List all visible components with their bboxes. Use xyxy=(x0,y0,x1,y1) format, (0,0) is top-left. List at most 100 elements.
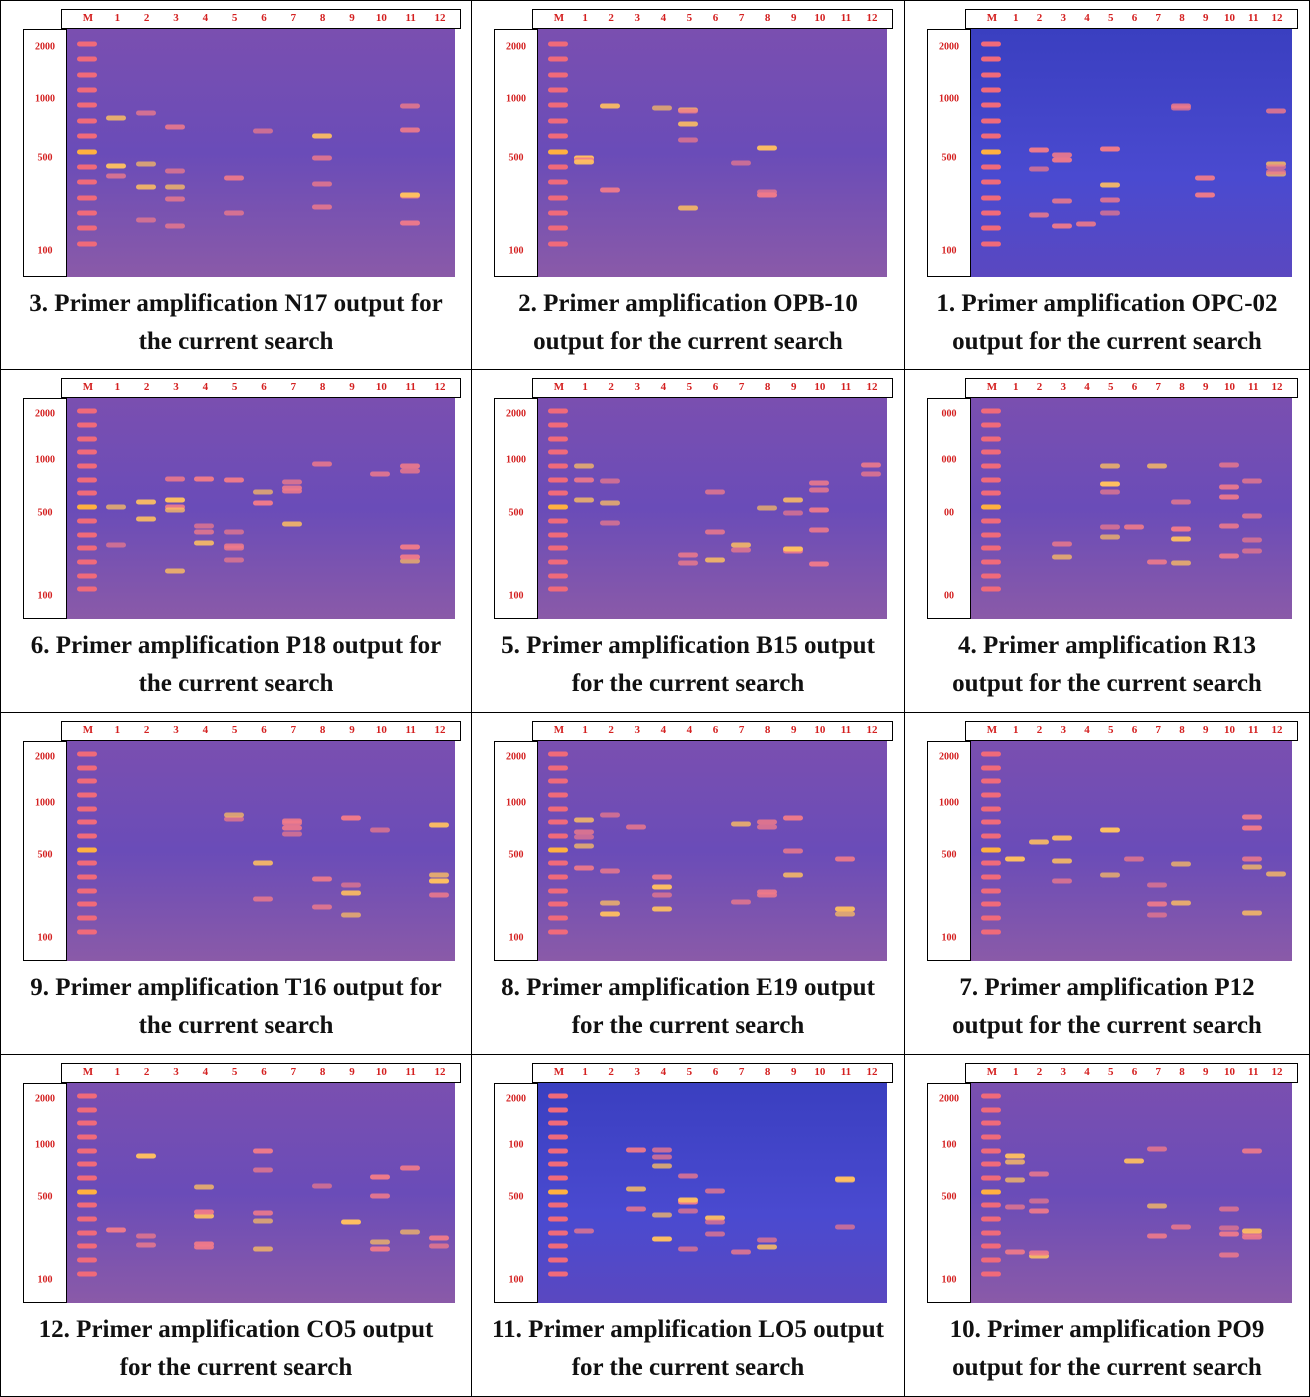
ladder-band xyxy=(548,1107,568,1113)
lane-label: M xyxy=(986,1066,998,1078)
sample-band xyxy=(574,497,595,503)
panel-caption: 3. Primer amplification N17 output for t… xyxy=(29,290,443,355)
ladder-band xyxy=(548,118,568,124)
sample-band xyxy=(861,462,881,468)
lane-label: 4 xyxy=(660,724,667,736)
sample-band xyxy=(574,843,595,849)
sample-band xyxy=(756,889,777,895)
sample-band xyxy=(194,1184,215,1190)
marker-label: 100 xyxy=(508,590,524,602)
lane-label: 1 xyxy=(582,724,588,736)
marker-label: 500 xyxy=(941,849,957,861)
ladder-band xyxy=(981,778,1001,784)
lane-label: 12 xyxy=(434,381,446,393)
ladder-band xyxy=(548,408,568,414)
lane-label: 1 xyxy=(114,381,121,393)
ladder-band xyxy=(981,532,1001,538)
ladder-band xyxy=(548,806,568,812)
sample-band xyxy=(1218,1252,1239,1258)
sample-band xyxy=(756,145,777,151)
sample-band xyxy=(1099,481,1120,487)
lane-label: 10 xyxy=(814,1066,826,1078)
marker-label: 100 xyxy=(508,932,524,944)
lane-label: 9 xyxy=(349,381,355,393)
panel-caption: 11. Primer amplification LO5 output for … xyxy=(492,1316,884,1381)
sample-band xyxy=(223,812,244,818)
lane-label: 3 xyxy=(1060,1066,1067,1078)
sample-band xyxy=(678,560,699,566)
lane-label: 11 xyxy=(405,12,416,24)
lane-label: 10 xyxy=(375,724,387,736)
ladder-band xyxy=(77,102,97,108)
lane-label-strip: M 1 2 3 4 5 6 7 8 9 10 11 12 xyxy=(965,721,1298,741)
lane-label: 12 xyxy=(866,1066,878,1078)
sample-band xyxy=(1099,197,1120,203)
lane-label: 2 xyxy=(608,12,614,24)
sample-band xyxy=(106,1227,127,1233)
sample-band xyxy=(1171,900,1191,906)
sample-band xyxy=(1218,1206,1239,1212)
lane-label: 3 xyxy=(1060,724,1067,736)
lane-label: 3 xyxy=(173,381,179,393)
lane-label: 5 xyxy=(231,1066,238,1078)
lane-label: 2 xyxy=(608,724,614,736)
ladder-band xyxy=(548,1257,568,1263)
gel-image xyxy=(971,29,1292,277)
lane-label: 3 xyxy=(173,724,179,736)
lane-label: 7 xyxy=(290,12,297,24)
sample-band xyxy=(1052,152,1073,158)
lane-label: 2 xyxy=(1036,724,1043,736)
lane-label-strip: M 1 2 3 4 5 6 7 8 9 10 11 12 xyxy=(61,9,461,29)
sample-band xyxy=(370,1174,391,1180)
lane-label: 7 xyxy=(738,381,745,393)
sample-band xyxy=(253,1148,273,1154)
ladder-band xyxy=(77,422,97,428)
marker-label-box: 2000 1000 500 100 xyxy=(494,398,538,619)
sample-band xyxy=(1028,839,1049,845)
gel-image xyxy=(67,29,455,277)
ladder-band xyxy=(981,929,1001,935)
lane-label: 11 xyxy=(840,12,852,24)
lane-label: 6 xyxy=(261,1066,267,1078)
lane-label: 9 xyxy=(1203,381,1209,393)
sample-band xyxy=(652,874,673,880)
sample-band xyxy=(1052,223,1073,229)
ladder-band xyxy=(77,41,97,47)
lane-label: 7 xyxy=(738,724,745,736)
ladder-band xyxy=(77,149,97,154)
lane-label: 12 xyxy=(434,12,446,24)
sample-band xyxy=(253,896,273,902)
ladder-band xyxy=(981,1148,1001,1154)
ladder-band xyxy=(77,1107,97,1113)
marker-label: 1000 xyxy=(506,93,526,105)
sample-band xyxy=(1242,856,1263,862)
panel-caption: 1. Primer amplification OPC-02 output fo… xyxy=(936,290,1278,355)
ladder-band xyxy=(77,888,97,894)
sample-band xyxy=(429,878,449,884)
sample-band xyxy=(341,815,361,821)
marker-label: 500 xyxy=(37,1191,53,1203)
lane-label: 8 xyxy=(764,381,771,393)
lane-label: 1 xyxy=(1013,381,1019,393)
ladder-band xyxy=(981,195,1001,201)
sample-band xyxy=(223,477,244,483)
sample-band xyxy=(782,815,803,821)
sample-band xyxy=(1099,146,1120,152)
sample-band xyxy=(223,210,244,216)
sample-band xyxy=(1242,1228,1263,1234)
marker-label: 500 xyxy=(37,152,53,164)
lane-label: 11 xyxy=(1248,381,1259,393)
sample-band xyxy=(1099,463,1120,469)
sample-band xyxy=(282,818,303,824)
ladder-band xyxy=(981,1093,1001,1099)
sample-band xyxy=(165,223,185,229)
ladder-band xyxy=(548,133,568,139)
lane-label: 10 xyxy=(375,12,387,24)
marker-label-box: 000 000 00 00 xyxy=(927,398,971,619)
ladder-band xyxy=(77,1134,97,1140)
sample-band xyxy=(600,868,621,874)
ladder-band xyxy=(548,532,568,538)
ladder-band xyxy=(981,888,1001,894)
lane-label: 9 xyxy=(791,12,797,24)
sample-band xyxy=(253,1246,273,1252)
